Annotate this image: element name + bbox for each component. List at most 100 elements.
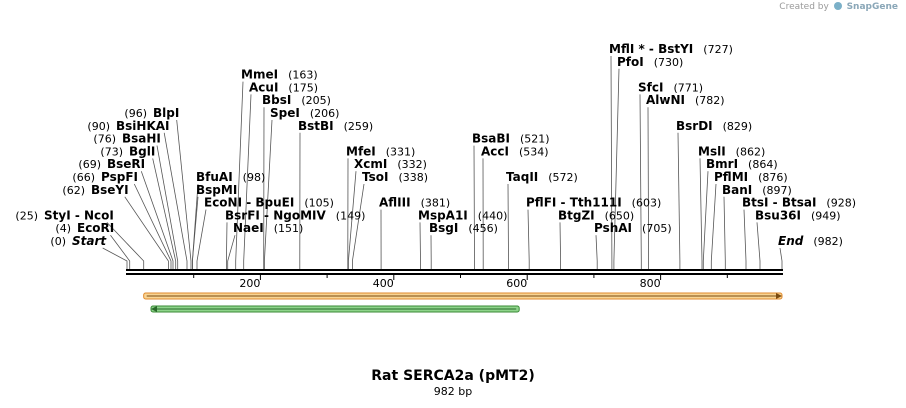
site-pflmi[interactable]: PflMI (876) bbox=[714, 170, 788, 184]
site-name: BanI bbox=[722, 183, 752, 197]
site-alwni[interactable]: AlwNI (782) bbox=[646, 93, 725, 107]
site-name: AcuI bbox=[249, 80, 278, 94]
site-start[interactable]: Start (0) bbox=[50, 234, 107, 248]
site-position: (982) bbox=[813, 235, 843, 248]
site-bsabi[interactable]: BsaBI (521) bbox=[472, 132, 550, 146]
forward-feature bbox=[143, 292, 783, 300]
site-leader-line bbox=[702, 171, 709, 269]
site-name: XcmI bbox=[354, 157, 387, 171]
site-name: PflMI bbox=[714, 170, 748, 184]
site-bseri[interactable]: BseRI (69) bbox=[78, 157, 145, 171]
site-position: (151) bbox=[274, 222, 304, 235]
watermark-prefix: Created by bbox=[779, 2, 829, 12]
site-position: (259) bbox=[344, 120, 374, 133]
site-position: (331) bbox=[386, 145, 416, 158]
site-leader-line bbox=[348, 171, 357, 269]
scale-tick-label: 800 bbox=[640, 277, 661, 290]
site-name: MslI bbox=[698, 144, 726, 158]
site-bsgi[interactable]: BsgI (456) bbox=[429, 221, 498, 235]
site-msli[interactable]: MslI (862) bbox=[698, 144, 765, 158]
site-leader-line bbox=[723, 196, 726, 269]
site-position: (521) bbox=[520, 133, 550, 146]
site-leader-line bbox=[152, 158, 177, 269]
site-mfei[interactable]: MfeI (331) bbox=[346, 144, 415, 158]
site-styi-ncoi[interactable]: StyI - NcoI (25) bbox=[15, 208, 113, 222]
site-position: (96) bbox=[124, 107, 147, 120]
site-name: TaqII bbox=[506, 170, 538, 184]
site-position: (864) bbox=[748, 158, 778, 171]
site-spei[interactable]: SpeI (206) bbox=[270, 106, 339, 120]
site-leader-line bbox=[156, 145, 179, 269]
site-name: Bsu36I bbox=[755, 208, 801, 222]
site-position: (163) bbox=[288, 69, 318, 82]
site-position: (949) bbox=[811, 209, 841, 222]
site-bbsi[interactable]: BbsI (205) bbox=[262, 93, 331, 107]
site-pfoi[interactable]: PfoI (730) bbox=[617, 55, 683, 69]
site-acci[interactable]: AccI (534) bbox=[481, 144, 549, 158]
arrowhead-icon bbox=[776, 293, 782, 299]
site-tsoi[interactable]: TsoI (338) bbox=[362, 170, 428, 184]
site-bsihkai[interactable]: BsiHKAI (90) bbox=[87, 119, 169, 133]
site-bani[interactable]: BanI (897) bbox=[722, 183, 792, 197]
site-position: (149) bbox=[336, 209, 366, 222]
site-end[interactable]: End (982) bbox=[778, 234, 843, 248]
site-position: (25) bbox=[15, 209, 38, 222]
scale-ticks: 200 400 600 800 bbox=[193, 275, 728, 290]
site-afliii[interactable]: AflIII (381) bbox=[379, 196, 450, 210]
site-bspmi[interactable]: BspMI bbox=[196, 183, 237, 197]
site-name: MmeI bbox=[241, 68, 278, 82]
site-sfci[interactable]: SfcI (771) bbox=[638, 80, 703, 94]
site-mmei[interactable]: MmeI (163) bbox=[241, 68, 318, 82]
site-leader-line bbox=[699, 158, 703, 269]
site-acui[interactable]: AcuI (175) bbox=[249, 80, 318, 94]
site-leader-line bbox=[264, 119, 273, 269]
site-bstbi[interactable]: BstBI (259) bbox=[298, 119, 373, 133]
site-position: (175) bbox=[288, 81, 318, 94]
site-mspa1i[interactable]: MspA1I (440) bbox=[418, 208, 507, 222]
site-taqii[interactable]: TaqII (572) bbox=[506, 170, 578, 184]
site-bsahi[interactable]: BsaHI (76) bbox=[93, 132, 161, 146]
snapgene-logo-icon bbox=[833, 2, 842, 10]
site-bfuai[interactable]: BfuAI (98) bbox=[196, 170, 265, 184]
site-pshai[interactable]: PshAI (705) bbox=[594, 221, 672, 235]
scale-tick-label: 600 bbox=[506, 277, 527, 290]
site-name: MfeI bbox=[346, 144, 376, 158]
site-bsrfi-ngomiv[interactable]: BsrFI - NgoMIV (149) bbox=[225, 208, 365, 222]
site-leader-line bbox=[235, 81, 244, 269]
site-pspfi[interactable]: PspFI (66) bbox=[72, 170, 138, 184]
site-econi-bpuei[interactable]: EcoNI - BpuEI (105) bbox=[204, 196, 334, 210]
site-position: (205) bbox=[301, 94, 331, 107]
map-title-block: Rat SERCA2a (pMT2) 982 bp bbox=[0, 368, 906, 398]
site-bsu36i[interactable]: Bsu36I (949) bbox=[755, 208, 841, 222]
site-ecori[interactable]: EcoRI (4) bbox=[55, 221, 114, 235]
site-name: BtgZI bbox=[558, 208, 595, 222]
site-xcmi[interactable]: XcmI (332) bbox=[354, 157, 427, 171]
site-leader-line bbox=[106, 222, 145, 269]
site-leader-line bbox=[639, 94, 642, 269]
site-leader-lines bbox=[102, 55, 783, 269]
map-title: Rat SERCA2a (pMT2) bbox=[371, 368, 535, 384]
site-pflfi-tth111i[interactable]: PflFI - Tth111I (603) bbox=[526, 196, 661, 210]
site-position: (603) bbox=[632, 197, 662, 210]
watermark-brand: SnapGene bbox=[846, 2, 898, 12]
site-blpi[interactable]: BlpI (96) bbox=[124, 106, 179, 120]
site-leader-line bbox=[779, 247, 783, 269]
map-length: 982 bp bbox=[433, 385, 473, 398]
site-mfli-bstyi[interactable]: MflI * - BstYI (727) bbox=[609, 42, 733, 56]
site-name: BlpI bbox=[153, 106, 179, 120]
site-leader-line bbox=[227, 235, 236, 269]
site-bsrdi[interactable]: BsrDI (829) bbox=[676, 119, 752, 133]
site-position: (440) bbox=[478, 209, 508, 222]
site-leader-line bbox=[710, 183, 717, 269]
site-leader-line bbox=[595, 235, 598, 269]
site-btgzi[interactable]: BtgZI (650) bbox=[558, 208, 634, 222]
arrowhead-icon bbox=[151, 306, 158, 312]
site-name: MflI * - BstYI bbox=[609, 42, 693, 56]
site-bmri[interactable]: BmrI (864) bbox=[706, 157, 778, 171]
site-naei[interactable]: NaeI (151) bbox=[233, 221, 303, 235]
site-bgli[interactable]: BglI (73) bbox=[100, 144, 155, 158]
site-name: End bbox=[778, 234, 804, 248]
site-name: PflFI - Tth111I bbox=[526, 196, 622, 210]
site-btsi-btsai[interactable]: BtsI - BtsaI (928) bbox=[742, 196, 856, 210]
site-bseyi[interactable]: BseYI (62) bbox=[62, 183, 128, 197]
